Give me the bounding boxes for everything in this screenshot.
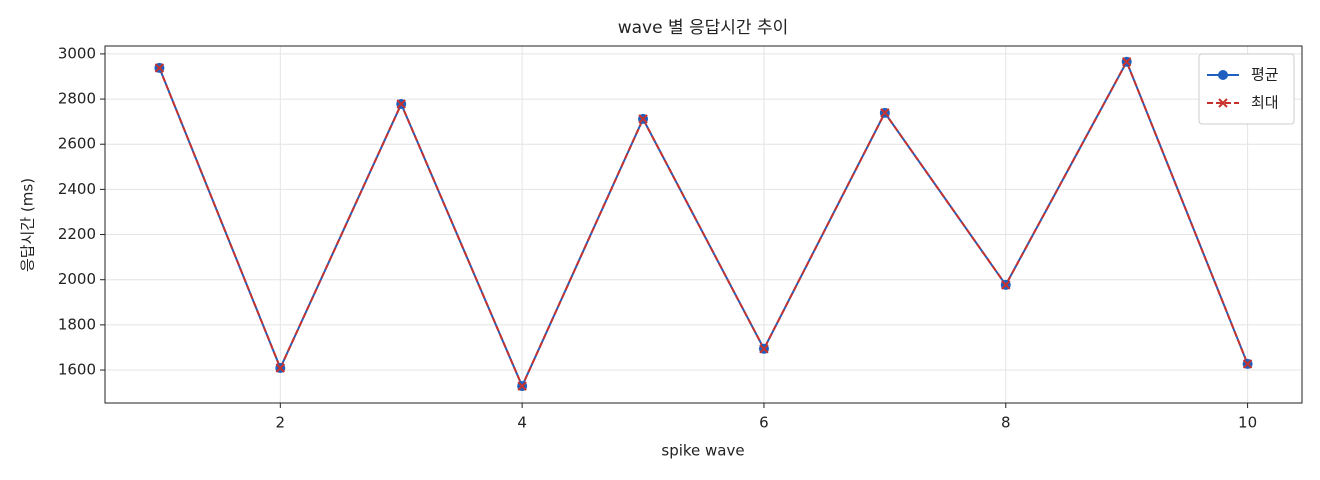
series-line [158, 59, 1249, 389]
legend-label: 최대 [1251, 94, 1279, 112]
legend-marker [1218, 98, 1228, 108]
legend-marker [1218, 70, 1228, 80]
data-point [759, 344, 769, 354]
y-tick-label: 1600 [58, 361, 96, 379]
y-tick-label: 2000 [58, 270, 96, 288]
x-tick-label: 8 [1001, 414, 1011, 432]
y-tick-label: 2600 [58, 135, 96, 153]
y-tick-label: 2200 [58, 225, 96, 243]
plot-frame [104, 45, 1303, 404]
chart-title: wave 별 응답시간 추이 [618, 18, 789, 38]
x-tick-label: 10 [1238, 414, 1257, 432]
y-tick-label: 2800 [58, 90, 96, 108]
data-point [1242, 359, 1253, 369]
series-line [158, 59, 1249, 389]
legend-label: 평균 [1251, 66, 1279, 84]
data-point [1121, 57, 1132, 67]
y-tick-label: 3000 [58, 44, 96, 62]
y-tick-label: 1800 [58, 315, 96, 333]
data-point [638, 114, 648, 124]
y-axis-label: 응답시간 (ms) [19, 178, 37, 272]
data-point [880, 108, 890, 118]
data-point [517, 381, 527, 391]
data-point [275, 363, 286, 373]
legend-box [1198, 53, 1295, 125]
x-tick-label: 4 [517, 414, 527, 432]
data-point [154, 63, 165, 73]
y-tick-label: 2400 [58, 180, 96, 198]
x-tick-label: 2 [276, 414, 286, 432]
data-point [396, 99, 406, 109]
x-tick-label: 6 [759, 414, 769, 432]
data-point [1001, 280, 1011, 290]
x-axis-label: spike wave [661, 442, 744, 460]
